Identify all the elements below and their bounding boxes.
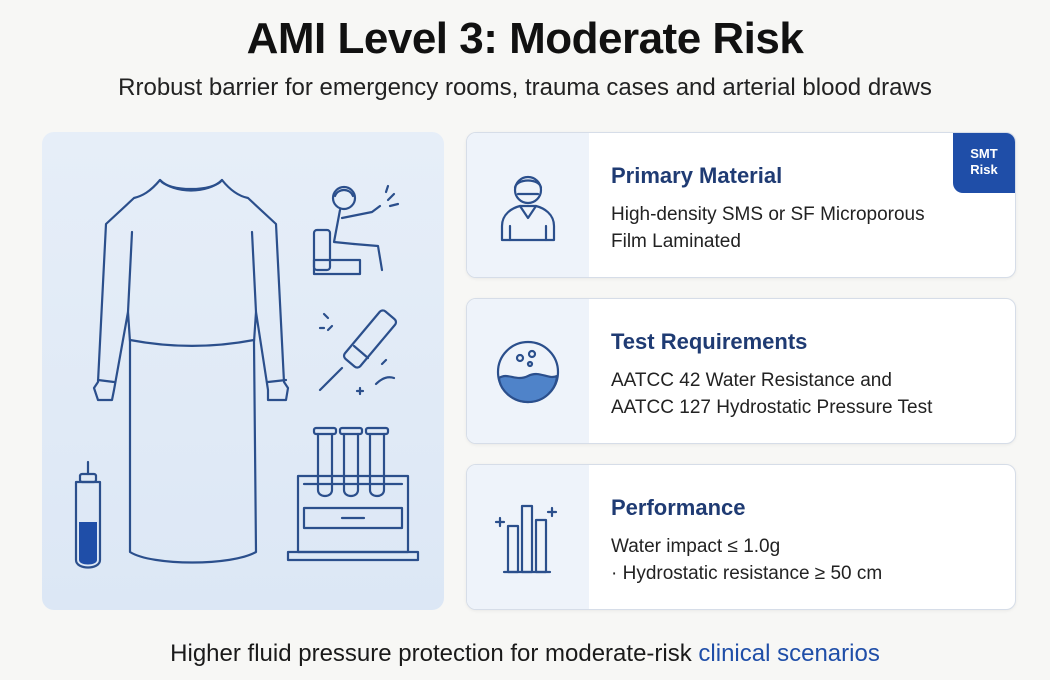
card-body-line: · Hydrostatic resistance ≥ 50 cm bbox=[611, 563, 883, 584]
card-body: Water impact ≤ 1.0g · Hydrostatic resist… bbox=[611, 533, 1001, 587]
card-title: Test Requirements bbox=[611, 329, 808, 354]
card-icon-cell bbox=[467, 133, 589, 277]
blood-tube-icon bbox=[74, 460, 102, 569]
card-body-line: AATCC 127 Hydrostatic Pressure Test bbox=[611, 397, 933, 418]
surgical-gown-icon bbox=[92, 178, 290, 564]
page-title: AMI Level 3: Moderate Risk bbox=[246, 14, 804, 63]
card-body-line: Water impact ≤ 1.0g bbox=[611, 536, 781, 557]
card-title: Primary Material bbox=[611, 163, 783, 188]
card-icon-cell bbox=[467, 465, 589, 609]
page-subtitle: Rrobust barrier for emergency rooms, tra… bbox=[118, 74, 932, 101]
footer-text: Higher fluid pressure protection for mod… bbox=[170, 640, 692, 667]
footer-highlight: clinical scenarios bbox=[698, 640, 880, 667]
water-droplet-icon bbox=[496, 340, 560, 404]
card-test-requirements: Test Requirements AATCC 42 Water Resista… bbox=[466, 298, 1016, 444]
card-title: Performance bbox=[611, 495, 746, 520]
card-body-line: Film Laminated bbox=[611, 231, 741, 252]
badge-line: Risk bbox=[970, 162, 998, 177]
worker-icon bbox=[500, 175, 556, 242]
card-primary-material: Primary Material High-density SMS or SF … bbox=[466, 132, 1016, 278]
card-body-line: AATCC 42 Water Resistance and bbox=[611, 370, 892, 391]
bar-chart-icon bbox=[494, 504, 558, 574]
card-body: AATCC 42 Water Resistance and AATCC 127 … bbox=[611, 367, 1001, 421]
pipette-icon bbox=[318, 309, 398, 396]
badge-line: SMT bbox=[970, 146, 998, 161]
footer-caption: Higher fluid pressure protection for mod… bbox=[0, 640, 1050, 668]
card-body: High-density SMS or SF Microporous Film … bbox=[611, 201, 1001, 255]
test-tube-rack-icon bbox=[286, 426, 420, 562]
card-performance: Performance Water impact ≤ 1.0g · Hydros… bbox=[466, 464, 1016, 610]
card-body-line: High-density SMS or SF Microporous bbox=[611, 204, 925, 225]
material-badge: SMT Risk bbox=[953, 133, 1015, 193]
card-icon-cell bbox=[467, 299, 589, 443]
seated-worker-icon bbox=[312, 184, 400, 276]
illustration-panel bbox=[42, 132, 444, 610]
